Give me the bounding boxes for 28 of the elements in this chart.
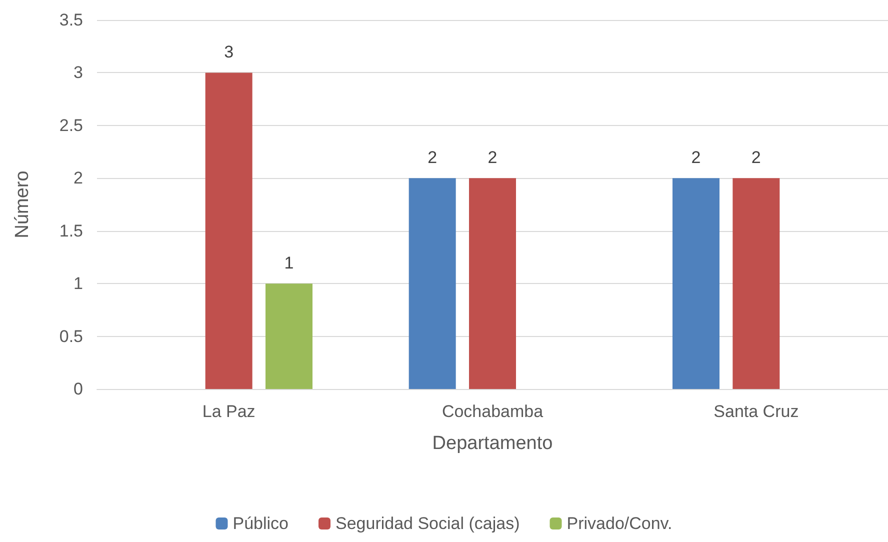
data-label: 2	[751, 148, 761, 168]
bar	[469, 178, 516, 389]
bar	[205, 72, 252, 389]
data-label: 2	[428, 148, 438, 168]
x-axis-title: Departamento	[432, 433, 553, 454]
y-axis-title: Número	[12, 170, 33, 238]
y-tick-label: 0	[74, 380, 83, 398]
legend-label: Privado/Conv.	[566, 514, 672, 533]
bar	[265, 284, 312, 389]
bar	[408, 178, 456, 389]
bar	[672, 178, 720, 389]
y-tick-label: 3	[74, 63, 83, 82]
data-label: 2	[488, 148, 498, 168]
y-tick-label: 1.5	[59, 221, 83, 240]
y-tick-label: 1	[74, 274, 83, 294]
x-tick-label: La Paz	[202, 402, 256, 421]
bar	[732, 178, 780, 389]
legend-label: Seguridad Social (cajas)	[335, 514, 520, 533]
data-label: 3	[224, 42, 234, 62]
y-tick-label: 2.5	[59, 116, 83, 135]
legend-label: Público	[232, 514, 288, 533]
y-tick-label: 3.5	[59, 10, 83, 30]
data-label: 1	[284, 254, 294, 273]
x-tick-label: Cochabamba	[442, 402, 544, 421]
x-tick-label: Santa Cruz	[714, 402, 799, 421]
data-label: 2	[691, 148, 701, 168]
y-tick-label: 2	[74, 168, 83, 188]
y-tick-label: 0.5	[59, 326, 83, 346]
